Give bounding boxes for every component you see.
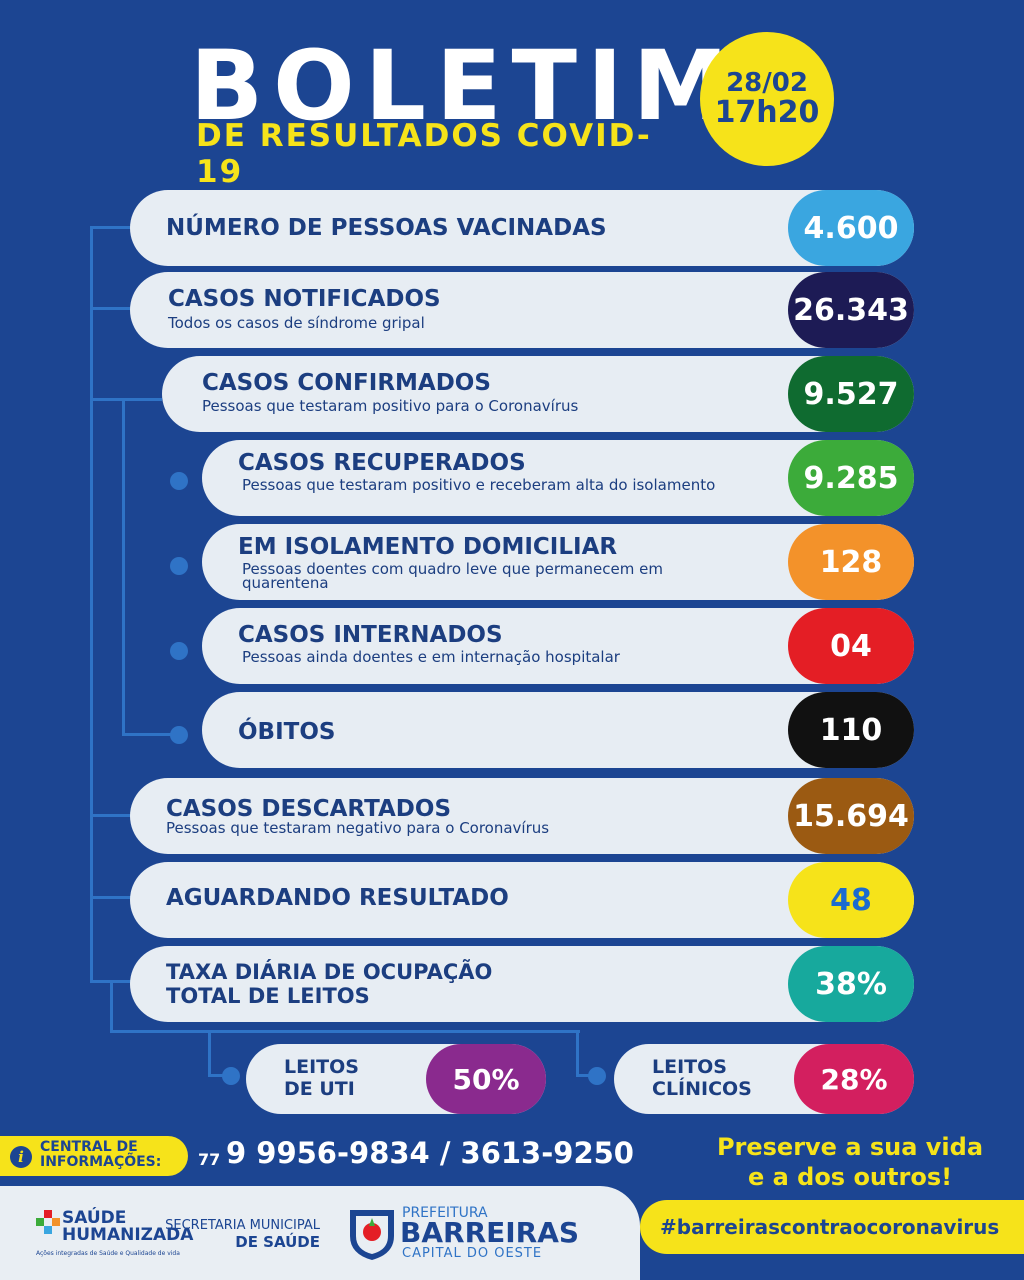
connector-beds [208,1030,211,1076]
stat-value: 38% [788,946,914,1022]
connector-beds [110,1030,580,1033]
city-tagline: CAPITAL DO OESTE [402,1246,543,1261]
connector-beds [576,1030,579,1076]
bullet-dot [170,557,188,575]
hashtag-banner: #barreirascontraocoronavirus [640,1200,1024,1254]
secretaria-label: SECRETARIA MUNICIPAL DE SAÚDE [158,1218,320,1252]
bullet-dot [588,1067,606,1085]
prefeitura-label: PREFEITURA [402,1205,488,1221]
time-text: 17h20 [714,94,820,130]
bulletin-subtitle: DE RESULTADOS COVID-19 [196,118,652,190]
stat-description: Pessoas doentes com quadro leve que perm… [242,560,663,592]
bullet-dot [222,1067,240,1085]
connector-beds [110,980,113,1032]
stat-value: 128 [788,524,914,600]
stat-row-recovered: CASOS RECUPERADOS Pessoas que testaram p… [202,440,914,516]
stat-value: 48 [788,862,914,938]
stat-description: Pessoas que testaram positivo e recebera… [242,476,716,494]
stat-row-bed-occupancy: TAXA DIÁRIA DE OCUPAÇÃO TOTAL DE LEITOS … [130,946,914,1022]
bed-row-clinical: LEITOS CLÍNICOS 28% [614,1044,914,1114]
stat-label: CASOS NOTIFICADOS [168,286,441,312]
logo-text: HUMANIZADA [62,1225,194,1245]
stat-label: ÓBITOS [238,719,336,745]
stat-row-hospitalized: CASOS INTERNADOS Pessoas ainda doentes e… [202,608,914,684]
connector-tick [90,896,132,899]
stat-row-vaccinated: NÚMERO DE PESSOAS VACINADAS 4.600 [130,190,914,266]
stat-label: CASOS RECUPERADOS [238,450,526,476]
stat-row-discarded: CASOS DESCARTADOS Pessoas que testaram n… [130,778,914,854]
slogan: Preserve a sua vida e a dos outros! [700,1132,1000,1192]
stat-description: Pessoas ainda doentes e em internação ho… [242,648,620,666]
slogan-line: Preserve a sua vida [716,1133,984,1161]
stat-row-home-isolation: EM ISOLAMENTO DOMICILIAR Pessoas doentes… [202,524,914,600]
bed-label-line: CLÍNICOS [652,1078,752,1100]
stat-label: EM ISOLAMENTO DOMICILIAR [238,534,618,560]
footer-bar [0,1186,640,1280]
bed-row-icu: LEITOS DE UTI 50% [246,1044,546,1114]
bed-label-line: LEITOS [284,1056,359,1078]
slogan-line: e a dos outros! [747,1163,953,1191]
stat-row-deaths: ÓBITOS 110 [202,692,914,768]
secretaria-line: DE SAÚDE [235,1233,320,1251]
stat-description: Pessoas que testaram negativo para o Cor… [166,819,550,837]
stat-value: 9.527 [788,356,914,432]
stat-value: 4.600 [788,190,914,266]
stat-row-notified: CASOS NOTIFICADOS Todos os casos de sínd… [130,272,914,348]
connector-tick [90,226,132,229]
info-label: CENTRAL DE INFORMAÇÕES: [40,1140,161,1170]
logo-tagline: Ações integradas de Saúde e Qualidade de… [36,1250,180,1257]
stat-value: 15.694 [788,778,914,854]
connector-tick [90,398,162,401]
date-badge: 28/02 17h20 [700,32,834,166]
connector-tick [122,733,178,736]
bed-value: 50% [426,1044,546,1114]
bed-value: 28% [794,1044,914,1114]
phone-numbers[interactable]: 9 9956-9834 / 3613-9250 [226,1136,634,1170]
connector-beds [576,1074,596,1077]
stat-value: 26.343 [788,272,914,348]
city-name: BARREIRAS [400,1216,580,1249]
info-label-line: CENTRAL DE [40,1139,138,1155]
stat-label-line: TOTAL DE LEITOS [166,984,370,1008]
bed-label-line: LEITOS [652,1056,727,1078]
bullet-dot [170,726,188,744]
city-crest-icon [350,1210,394,1260]
info-label-line: INFORMAÇÕES: [40,1154,162,1170]
stat-value: 110 [788,692,914,768]
saude-logo-icon [36,1210,60,1234]
bed-label-line: DE UTI [284,1078,355,1100]
connector-tick [90,307,132,310]
stat-description: Todos os casos de síndrome gripal [168,314,425,332]
info-icon: i [10,1146,32,1168]
stat-label: TAXA DIÁRIA DE OCUPAÇÃO TOTAL DE LEITOS [166,960,492,1008]
saude-humanizada-logo: SAÚDE HUMANIZADA [62,1210,193,1244]
bed-label: LEITOS CLÍNICOS [652,1056,752,1100]
stat-label: CASOS DESCARTADOS [166,796,452,822]
logo-text: SAÚDE [62,1208,127,1228]
bullet-dot [170,642,188,660]
connector-sub [122,398,125,734]
stat-label: CASOS CONFIRMADOS [202,370,491,396]
stat-label: NÚMERO DE PESSOAS VACINADAS [166,215,607,241]
stat-label-line: TAXA DIÁRIA DE OCUPAÇÃO [166,960,493,984]
stat-value: 9.285 [788,440,914,516]
connector-tick [90,814,132,817]
date-text: 28/02 [726,67,808,98]
stat-label: AGUARDANDO RESULTADO [166,885,509,911]
phone-area-code: 77 [198,1150,221,1169]
bulletin-title: BOLETIM [190,30,739,142]
stat-row-confirmed: CASOS CONFIRMADOS Pessoas que testaram p… [162,356,914,432]
stat-label: CASOS INTERNADOS [238,622,503,648]
bullet-dot [170,472,188,490]
bed-label: LEITOS DE UTI [284,1056,359,1100]
secretaria-line: SECRETARIA MUNICIPAL [165,1218,320,1233]
connector-main [90,226,93,982]
stat-value: 04 [788,608,914,684]
stat-row-awaiting: AGUARDANDO RESULTADO 48 [130,862,914,938]
stat-description: Pessoas que testaram positivo para o Cor… [202,397,579,415]
connector-beds [208,1074,230,1077]
